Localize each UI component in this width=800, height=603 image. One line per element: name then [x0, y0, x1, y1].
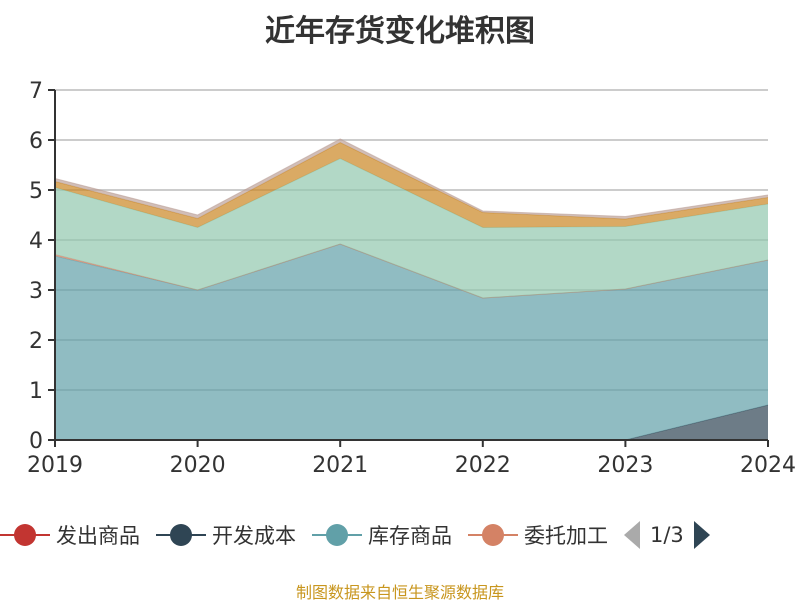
x-tick-label: 2020 [170, 453, 226, 478]
legend-label: 发出商品 [56, 524, 140, 548]
legend-marker-icon [156, 523, 206, 547]
y-tick-label: 6 [29, 129, 43, 154]
series-line-6 [54, 138, 769, 218]
legend-marker-icon [468, 523, 518, 547]
legend-item-kucun[interactable]: 库存商品 [312, 520, 452, 550]
y-tick-label: 0 [29, 429, 43, 454]
legend-label: 库存商品 [368, 524, 452, 548]
next-page-icon[interactable] [693, 521, 710, 549]
legend-pager: 1/3 [624, 521, 710, 549]
x-tick-label: 2023 [597, 453, 653, 478]
legend-page-indicator: 1/3 [650, 523, 684, 547]
stacked-area-chart: 0 1 2 3 4 5 6 7 2019 2020 2021 2022 2023 2024 [27, 79, 796, 478]
y-tick-label: 1 [29, 379, 43, 404]
y-tick-label: 4 [29, 229, 43, 254]
prev-page-icon[interactable] [624, 521, 640, 549]
y-tick-label: 2 [29, 329, 43, 354]
legend-item-fachu[interactable]: 发出商品 [0, 520, 140, 550]
y-tick-label: 3 [29, 279, 43, 304]
x-tick-label: 2019 [27, 453, 83, 478]
x-tick-label: 2022 [455, 453, 511, 478]
area-series-6 [55, 139, 768, 219]
legend-marker-icon [0, 523, 50, 547]
x-tick-label: 2024 [740, 453, 796, 478]
legend-marker-icon [312, 523, 362, 547]
area-series-4 [55, 158, 768, 298]
x-tick-label: 2021 [312, 453, 368, 478]
legend: 发出商品 开发成本 库存商品 委托加工 1/3 [0, 518, 710, 552]
area-series-2 [55, 244, 768, 440]
y-tick-label: 7 [29, 79, 43, 104]
legend-label: 开发成本 [212, 524, 296, 548]
y-tick-label: 5 [29, 179, 43, 204]
legend-label: 委托加工 [524, 524, 608, 548]
area-series-1 [55, 405, 768, 440]
legend-item-weituo[interactable]: 委托加工 [468, 520, 608, 550]
chart-title: 近年存货变化堆积图 [265, 14, 535, 49]
area-series-5 [55, 142, 768, 228]
legend-item-kaifa[interactable]: 开发成本 [156, 520, 296, 550]
data-source-note: 制图数据来自恒生聚源数据库 [295, 583, 504, 602]
